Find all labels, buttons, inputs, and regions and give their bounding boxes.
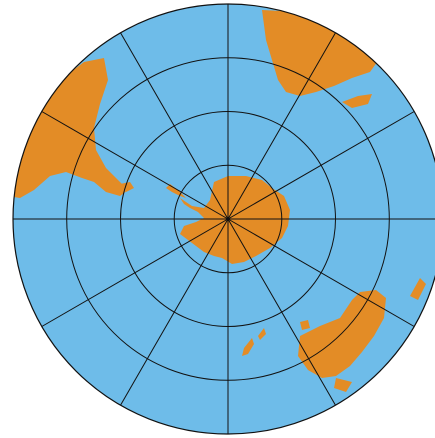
south-america (13, 58, 128, 198)
tasmania (300, 320, 310, 330)
antarctica (180, 176, 290, 264)
meridian-line (227, 111, 415, 220)
meridian-line (120, 218, 229, 406)
new-zealand (242, 338, 254, 356)
globe-border (12, 3, 435, 435)
meridian-line (41, 218, 229, 327)
falkland-islands (120, 182, 134, 192)
australia (298, 290, 386, 378)
meridian-line (227, 218, 415, 327)
graticule (13, 4, 435, 434)
island (410, 278, 426, 300)
meridian-line (227, 32, 336, 220)
meridian-line (120, 32, 229, 220)
antarctic-peninsula (166, 184, 186, 198)
meridian-line (227, 218, 336, 406)
new-zealand (258, 328, 266, 340)
meridian-line (41, 111, 229, 220)
island (334, 378, 352, 392)
madagascar (342, 94, 372, 108)
